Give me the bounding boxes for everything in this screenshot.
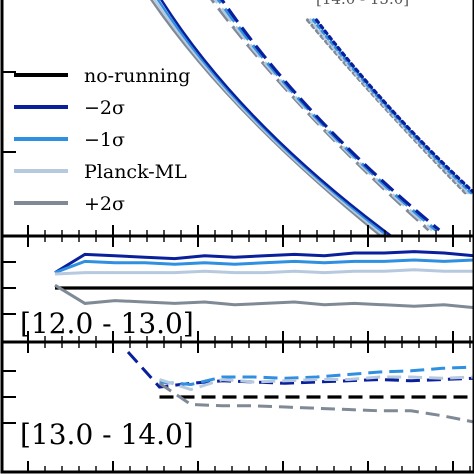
- range-label-bg-2: [14, 415, 184, 455]
- ratio-panel-2-lines: [126, 350, 474, 424]
- r2-lines-series-3: [159, 375, 474, 392]
- r2-lines-series-2: [159, 365, 474, 387]
- ratio-panel-1-lines: [54, 250, 474, 310]
- r1-lines-series-3: [54, 268, 474, 276]
- ratio-panel-2-ticks: [2, 342, 471, 472]
- main-curve-solid-1: [153, 0, 385, 237]
- legend-label-3: Planck-ML: [84, 161, 187, 183]
- ratio-panel-2-frame: [0, 340, 474, 474]
- main-curves: [150, 0, 474, 237]
- r1-lines-series-2: [54, 258, 474, 275]
- legend-label-4: +2σ: [84, 193, 125, 215]
- main-curve-solid-2: [156, 0, 389, 237]
- legend-label-1: −2σ: [84, 97, 125, 119]
- r1-lines-series-4: [54, 283, 474, 310]
- main-curve-dashed-1: [213, 0, 434, 232]
- main-panel: [14.0 - 15.0] no-running −2σ −1σ Planck-ML +…: [0, 0, 474, 238]
- main-curve-dotted-3: [314, 18, 474, 195]
- legend-label-2: −1σ: [84, 129, 125, 151]
- main-curve-solid-3: [160, 0, 392, 237]
- main-curve-solid-0: [150, 0, 382, 237]
- r1-lines-series-1: [54, 250, 474, 274]
- range-label-13-14: [13.0 - 14.0]: [20, 418, 194, 451]
- main-curve-dashed-3: [220, 0, 441, 232]
- legend: no-running −2σ −1σ Planck-ML +2σ: [14, 65, 190, 215]
- main-panel-ticks: [2, 71, 471, 236]
- main-curve-dashed-2: [216, 0, 437, 232]
- ratio-panel-2: [13.0 - 14.0]: [0, 340, 474, 474]
- ratio-panel-1: [12.0 - 13.0]: [0, 234, 474, 344]
- legend-label-0: no-running: [84, 65, 190, 87]
- range-label-bg-1: [14, 306, 184, 340]
- mass-bin-label-top: [14.0 - 15.0]: [316, 0, 409, 8]
- range-label-12-13: [12.0 - 13.0]: [20, 307, 194, 340]
